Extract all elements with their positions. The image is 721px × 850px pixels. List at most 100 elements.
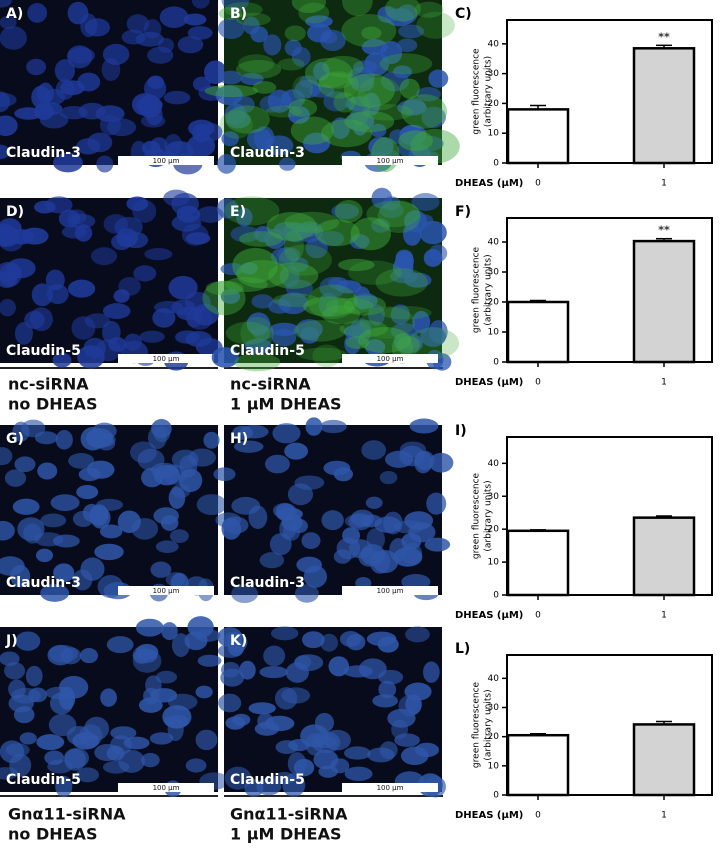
micrograph: E) Claudin-5 100 µm	[202, 187, 460, 372]
bar	[506, 733, 570, 797]
condition-label: no DHEAS	[8, 395, 97, 414]
cell-nucleus	[405, 626, 430, 643]
green-signal	[396, 335, 420, 356]
cell-nucleus	[243, 16, 260, 35]
cell-nucleus	[72, 510, 94, 527]
y-tick-label: 30	[488, 268, 500, 278]
cell-nucleus	[331, 117, 350, 139]
bar	[506, 108, 570, 165]
green-signal	[272, 293, 320, 308]
green-signal	[361, 26, 382, 40]
green-signal	[290, 116, 334, 145]
cell-nucleus	[103, 214, 128, 234]
scale-label: 100 µm	[377, 157, 404, 165]
cell-nucleus	[293, 758, 315, 777]
cell-nucleus	[159, 6, 189, 28]
green-signal	[303, 296, 355, 317]
scale-label: 100 µm	[377, 355, 404, 363]
cell-nucleus	[197, 122, 223, 142]
cell-nucleus	[50, 494, 80, 511]
cell-nucleus	[0, 92, 17, 107]
panel-letter: B)	[230, 6, 247, 22]
scale-label: 100 µm	[377, 587, 404, 595]
x-tick-label: 0	[535, 378, 541, 388]
cell-nucleus	[239, 424, 269, 439]
cell-nucleus	[143, 19, 162, 39]
cell-nucleus	[45, 269, 65, 291]
chart-letter: L)	[455, 641, 470, 657]
bar	[506, 529, 570, 597]
cell-nucleus	[187, 26, 213, 40]
micrograph: A) Claudin-3 100 µm	[0, 0, 227, 175]
micrograph: J) Claudin-5 100 µm	[0, 616, 229, 798]
green-signal	[357, 76, 402, 111]
bar	[632, 723, 696, 797]
x-tick-label: 0	[535, 811, 541, 821]
cell-nucleus	[52, 152, 83, 173]
cell-nucleus	[221, 0, 250, 12]
cell-nucleus	[296, 556, 322, 573]
bar	[632, 239, 696, 364]
cell-nucleus	[287, 483, 314, 506]
cell-nucleus	[94, 543, 124, 561]
cell-nucleus	[36, 734, 65, 751]
cell-nucleus	[344, 746, 371, 760]
y-tick-label: 20	[488, 525, 500, 535]
cell-nucleus	[416, 87, 441, 102]
cell-nucleus	[96, 155, 114, 173]
cell-nucleus	[161, 622, 178, 641]
cell-nucleus	[414, 742, 439, 758]
x-tick-label: 1	[661, 811, 667, 821]
cell-nucleus	[76, 138, 101, 155]
cell-nucleus	[52, 352, 72, 368]
green-signal	[288, 99, 318, 117]
green-signal	[339, 320, 388, 338]
cell-nucleus	[211, 347, 239, 368]
cell-nucleus	[155, 540, 179, 553]
cell-nucleus	[15, 631, 41, 651]
cell-nucleus	[278, 292, 309, 315]
cell-nucleus	[233, 95, 255, 114]
cell-nucleus	[67, 45, 93, 69]
cell-nucleus	[20, 227, 49, 245]
cell-nucleus	[398, 24, 425, 39]
micrograph: K) Claudin-5 100 µm	[217, 626, 446, 798]
green-signal	[205, 280, 244, 296]
green-signal	[359, 306, 416, 339]
cell-nucleus	[361, 39, 388, 56]
green-signal	[218, 7, 243, 20]
cell-nucleus	[147, 46, 174, 64]
cell-nucleus	[14, 456, 36, 473]
cell-nucleus	[121, 29, 146, 45]
cell-nucleus	[423, 248, 443, 267]
green-signal	[284, 25, 306, 42]
cell-nucleus	[240, 262, 258, 275]
green-signal	[321, 119, 373, 148]
cell-nucleus	[0, 298, 16, 317]
cell-nucleus	[71, 316, 96, 340]
green-signal	[407, 327, 460, 360]
panel-letter: E)	[230, 204, 246, 220]
x-axis-label: DHEAS (µM)	[455, 810, 523, 821]
cell-nucleus	[113, 289, 130, 303]
y-tick-label: 20	[488, 99, 500, 109]
x-axis-label: DHEAS (µM)	[455, 178, 523, 189]
cell-nucleus	[165, 572, 186, 587]
cell-nucleus	[328, 656, 350, 677]
cell-nucleus	[307, 23, 332, 43]
green-signal	[298, 2, 330, 24]
cell-nucleus	[133, 265, 157, 282]
plot-frame	[506, 19, 713, 164]
green-signal	[370, 136, 400, 173]
cell-nucleus	[371, 218, 391, 233]
cell-nucleus	[27, 3, 48, 23]
cell-nucleus	[405, 694, 422, 715]
cell-nucleus	[421, 106, 446, 129]
y-axis-label: (arbitrary units)	[484, 689, 494, 760]
cell-nucleus	[368, 304, 385, 326]
cell-nucleus	[397, 38, 418, 52]
cell-nucleus	[409, 418, 439, 434]
cell-nucleus	[0, 447, 13, 466]
cell-nucleus	[403, 124, 423, 144]
